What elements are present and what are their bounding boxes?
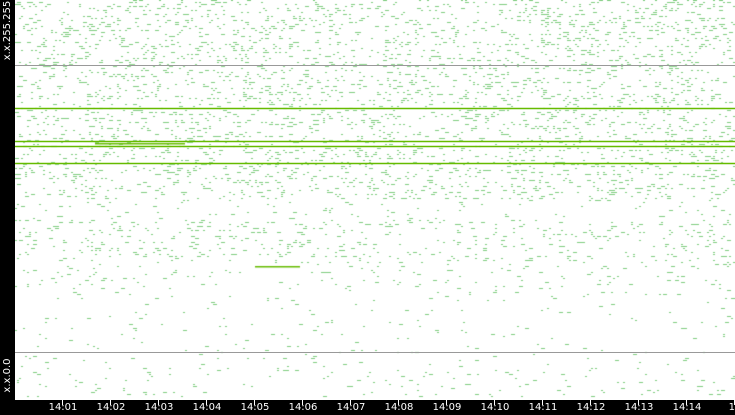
plot-area	[15, 0, 735, 400]
x-tick	[590, 400, 591, 405]
x-tick-label: 14:11	[528, 402, 558, 413]
x-tick	[542, 400, 543, 405]
x-tick	[254, 400, 255, 405]
x-tick-label: 14:12	[576, 402, 606, 413]
x-tick	[110, 400, 111, 405]
x-tick-label: 14:02	[96, 402, 126, 413]
x-tick-label: 14:09	[432, 402, 462, 413]
x-axis	[0, 400, 735, 415]
x-tick	[446, 400, 447, 405]
x-tick-label: 14:13	[624, 402, 654, 413]
x-tick-label: 14:10	[480, 402, 510, 413]
x-tick	[494, 400, 495, 405]
x-tick	[638, 400, 639, 405]
x-tick-label: 14:07	[336, 402, 366, 413]
x-tick-label: 14:14	[672, 402, 702, 413]
x-tick	[398, 400, 399, 405]
y-label-top: x.x.255.255	[2, 0, 13, 61]
x-tick-label: 14:04	[192, 402, 222, 413]
x-tick	[158, 400, 159, 405]
x-tick	[686, 400, 687, 405]
x-tick-label: 14:01	[48, 402, 78, 413]
x-tick	[350, 400, 351, 405]
x-tick-label: 14	[728, 402, 735, 413]
x-tick-label: 14:05	[240, 402, 270, 413]
x-tick	[62, 400, 63, 405]
y-axis: x.x.255.255 x.x.0.0	[0, 0, 15, 415]
x-tick-label: 14:03	[144, 402, 174, 413]
x-tick	[206, 400, 207, 405]
x-tick-label: 14:06	[288, 402, 318, 413]
x-tick-label: 14:08	[384, 402, 414, 413]
persistent-lines	[15, 65, 735, 353]
x-tick	[302, 400, 303, 405]
